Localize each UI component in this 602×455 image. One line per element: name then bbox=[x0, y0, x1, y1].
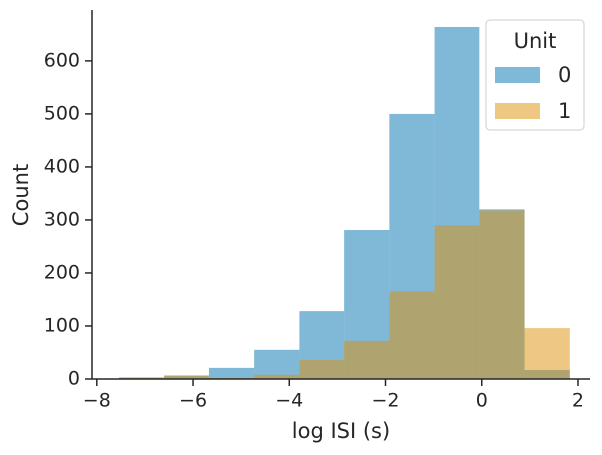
x-tick-label: −2 bbox=[371, 390, 399, 412]
legend-swatch bbox=[495, 67, 540, 83]
bar bbox=[524, 328, 570, 379]
y-tick-label: 500 bbox=[44, 102, 80, 124]
bar bbox=[434, 225, 480, 379]
y-axis-label: Count bbox=[9, 164, 33, 226]
bar bbox=[344, 340, 390, 379]
x-axis-label: log ISI (s) bbox=[292, 419, 390, 443]
y-tick-label: 600 bbox=[44, 49, 80, 71]
bar bbox=[208, 367, 255, 379]
x-tick-label: −4 bbox=[275, 390, 303, 412]
y-tick-label: 300 bbox=[44, 208, 80, 230]
bar bbox=[299, 359, 345, 379]
bar bbox=[164, 375, 209, 379]
bar bbox=[254, 349, 300, 379]
y-tick-label: 100 bbox=[44, 314, 80, 336]
x-tick-label: 0 bbox=[476, 390, 488, 412]
bar bbox=[254, 374, 300, 379]
x-tick-label: −6 bbox=[179, 390, 207, 412]
legend-label: 0 bbox=[558, 63, 571, 87]
bar bbox=[389, 291, 435, 379]
legend-swatch bbox=[495, 103, 540, 119]
legend-title: Unit bbox=[514, 29, 557, 53]
y-tick-label: 400 bbox=[44, 155, 80, 177]
y-tick-label: 200 bbox=[44, 261, 80, 283]
legend-label: 1 bbox=[558, 99, 571, 123]
y-tick-label: 0 bbox=[68, 368, 80, 390]
x-tick-label: 2 bbox=[572, 390, 584, 412]
bar bbox=[479, 210, 525, 379]
x-tick-label: −8 bbox=[83, 390, 111, 412]
